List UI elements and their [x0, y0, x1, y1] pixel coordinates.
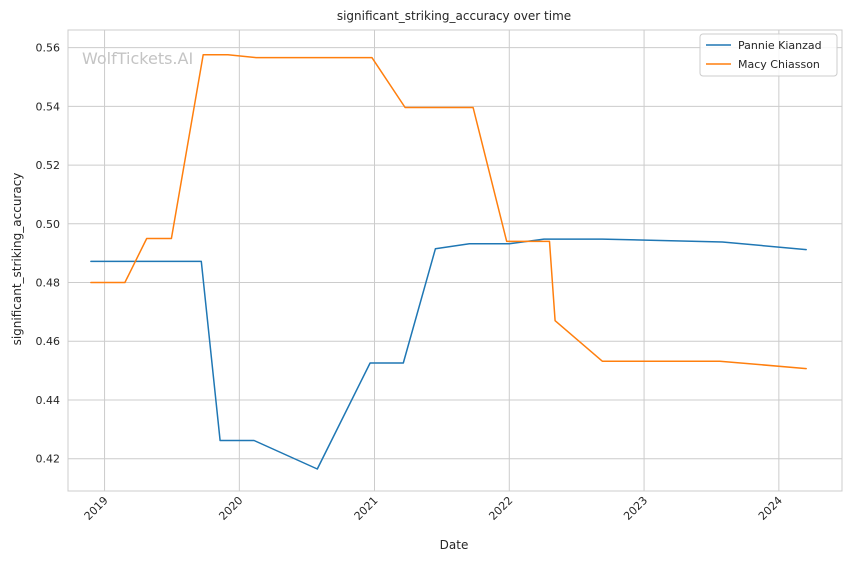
plot-frame [67, 29, 843, 492]
legend-box [699, 33, 838, 77]
y-tick-label: 0.48 [36, 277, 61, 290]
x-tick-label: 2021 [352, 494, 381, 523]
grid [68, 30, 842, 491]
y-tick-label: 0.44 [36, 394, 61, 407]
legend: Pannie Kianzad Macy Chiasson [699, 33, 838, 77]
legend-label-pannie-kianzad: Pannie Kianzad [738, 39, 822, 52]
watermark: WolfTickets.AI [82, 49, 193, 68]
y-tick-labels: 0.42 0.44 0.46 0.48 0.50 0.52 0.54 0.56 [36, 42, 61, 466]
y-axis-label: significant_striking_accuracy [10, 173, 24, 346]
series-line-macy-chiasson [90, 53, 807, 370]
y-tick-label: 0.54 [36, 100, 61, 113]
x-tick-label: 2020 [216, 494, 245, 523]
series-layer [90, 53, 807, 470]
x-tick-labels: 2019 2020 2021 2022 2023 2024 [82, 494, 785, 523]
y-tick-label: 0.56 [36, 42, 61, 55]
series-line-pannie-kianzad [90, 238, 807, 470]
legend-label-macy-chiasson: Macy Chiasson [738, 58, 820, 71]
x-tick-label: 2023 [621, 494, 650, 523]
y-tick-label: 0.46 [36, 335, 61, 348]
x-axis-label: Date [440, 538, 469, 552]
x-tick-label: 2019 [82, 494, 111, 523]
x-tick-label: 2024 [756, 494, 785, 523]
chart-title: significant_striking_accuracy over time [337, 9, 571, 23]
y-tick-label: 0.42 [36, 453, 61, 466]
y-tick-label: 0.50 [36, 218, 61, 231]
x-tick-label: 2022 [486, 494, 515, 523]
y-tick-label: 0.52 [36, 159, 61, 172]
